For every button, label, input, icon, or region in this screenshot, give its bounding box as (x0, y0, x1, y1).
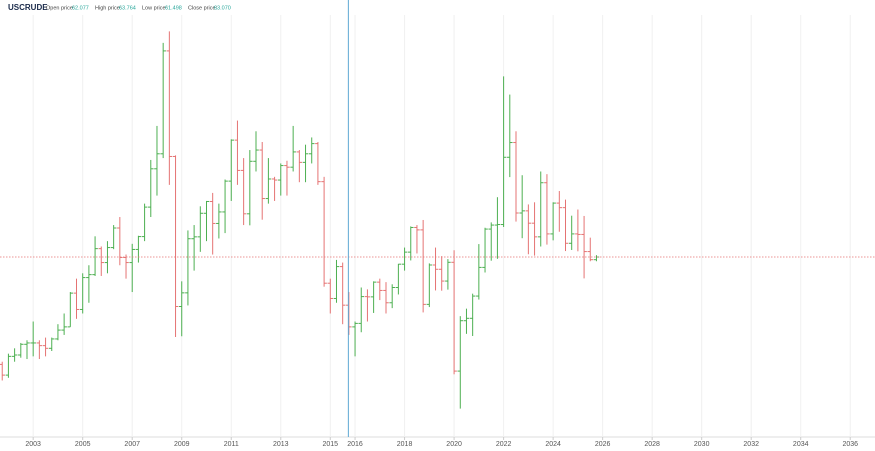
x-tick-label: 2011 (224, 441, 239, 448)
open-label: Open price: (46, 5, 75, 11)
x-tick-label: 2036 (842, 441, 858, 448)
x-tick-label: 2009 (174, 441, 190, 448)
x-tick-label: 2030 (694, 441, 710, 448)
x-tick-label: 2016 (347, 441, 363, 448)
low-value: 61.498 (165, 5, 182, 11)
x-tick-label: 2034 (793, 441, 809, 448)
x-tick-label: 2022 (496, 441, 512, 448)
x-tick-label: 2003 (25, 441, 41, 448)
symbol: USCRUDE (8, 3, 48, 12)
close-value: 63.070 (214, 5, 231, 11)
low-label: Low price: (142, 5, 168, 11)
x-tick-label: 2020 (446, 441, 462, 448)
x-tick-label: 2015 (323, 441, 339, 448)
x-tick-label: 2024 (545, 441, 561, 448)
close-label: Close price: (188, 5, 218, 11)
x-tick-label: 2018 (397, 441, 413, 448)
high-label: High price: (95, 5, 122, 11)
x-tick-label: 2028 (644, 441, 660, 448)
x-tick-label: 2026 (595, 441, 611, 448)
x-tick-label: 2032 (743, 441, 759, 448)
x-tick-label: 2005 (75, 441, 91, 448)
high-value: 63.764 (119, 5, 136, 11)
x-tick-label: 2013 (273, 441, 289, 448)
x-tick-label: 2007 (124, 441, 140, 448)
open-value: 62.077 (72, 5, 89, 11)
